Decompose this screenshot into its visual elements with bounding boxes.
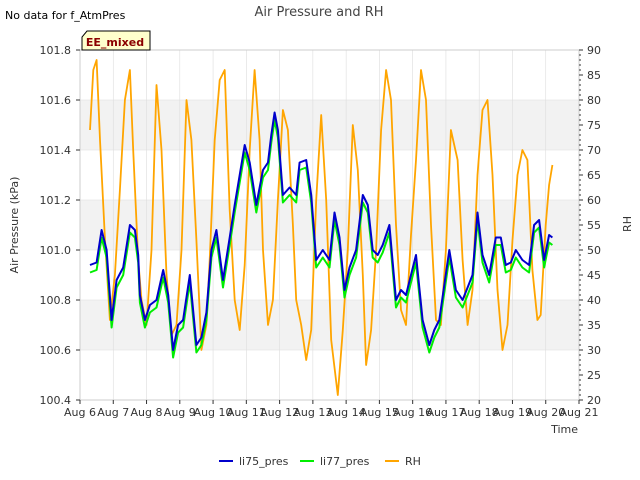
y2-tick-label: 45 [587,269,601,282]
x-tick-label: Aug 6 [64,406,96,419]
band [80,200,579,250]
y-tick-label: 100.6 [40,344,72,357]
x-tick-label: Aug 7 [97,406,129,419]
x-tick-label: Aug 13 [293,406,332,419]
y2-axis-label: RH [621,216,634,232]
y2-tick-label: 35 [587,319,601,332]
y2-tick-label: 55 [587,219,601,232]
x-tick-label: Aug 10 [194,406,233,419]
y-tick-label: 101.2 [40,194,72,207]
y2-tick-label: 75 [587,119,601,132]
legend-item-li75: li75_pres [219,455,289,468]
y2-tick-label: 70 [587,144,601,157]
badge: EE_mixed [81,30,151,51]
legend-item-rh: RH [385,455,421,468]
legend-item-li77: li77_pres [300,455,370,468]
series-layer [89,59,554,396]
x-tick-label: Aug 16 [393,406,432,419]
series-line-li75-pres [89,111,554,351]
x-tick-label: Aug 17 [426,406,465,419]
x-tick-label: Aug 8 [131,406,163,419]
legend-label-li77: li77_pres [320,455,370,468]
x-tick-label: Aug 21 [560,406,599,419]
x-tick-label: Aug 11 [227,406,266,419]
y2-tick-label: 40 [587,294,601,307]
y-tick-label: 101.6 [40,94,72,107]
x-tick-label: Aug 12 [260,406,299,419]
y-tick-label: 100.4 [40,394,72,407]
legend: li75_pres li77_pres RH [219,455,421,468]
legend-label-li75: li75_pres [239,455,289,468]
band [80,100,579,150]
x-tick-label: Aug 18 [460,406,499,419]
x-tick-label: Aug 14 [327,406,366,419]
x-tick-label: Aug 9 [164,406,196,419]
y2-tick-label: 50 [587,244,601,257]
badge-label: EE_mixed [86,36,144,49]
y2-tick-label: 20 [587,394,601,407]
series-line-rh [89,59,554,396]
y-axis-label: Air Pressure (kPa) [8,177,21,274]
axis-ticks: 100.4 100.6 100.8 101.0 101.2 101.4 101.6 101.8… [40,44,602,419]
chart-title: Air Pressure and RH [254,5,383,20]
legend-label-rh: RH [405,455,421,468]
y2-tick-label: 80 [587,94,601,107]
badge-box [81,30,151,51]
y-tick-label: 101.8 [40,44,72,57]
y2-tick-label: 65 [587,169,601,182]
y-tick-label: 100.8 [40,294,72,307]
x-tick-label: Aug 20 [526,406,565,419]
y2-tick-label: 85 [587,69,601,82]
y2-tick-label: 60 [587,194,601,207]
y-tick-label: 101.4 [40,144,72,157]
y2-tick-label: 25 [587,369,601,382]
no-data-note: No data for f_AtmPres [5,9,126,22]
y2-tick-label: 90 [587,44,601,57]
x-axis-label: Time [550,423,578,436]
y-tick-label: 101.0 [40,244,72,257]
y2-tick-label: 30 [587,344,601,357]
x-tick-label: Aug 19 [493,406,532,419]
x-tick-label: Aug 15 [360,406,399,419]
